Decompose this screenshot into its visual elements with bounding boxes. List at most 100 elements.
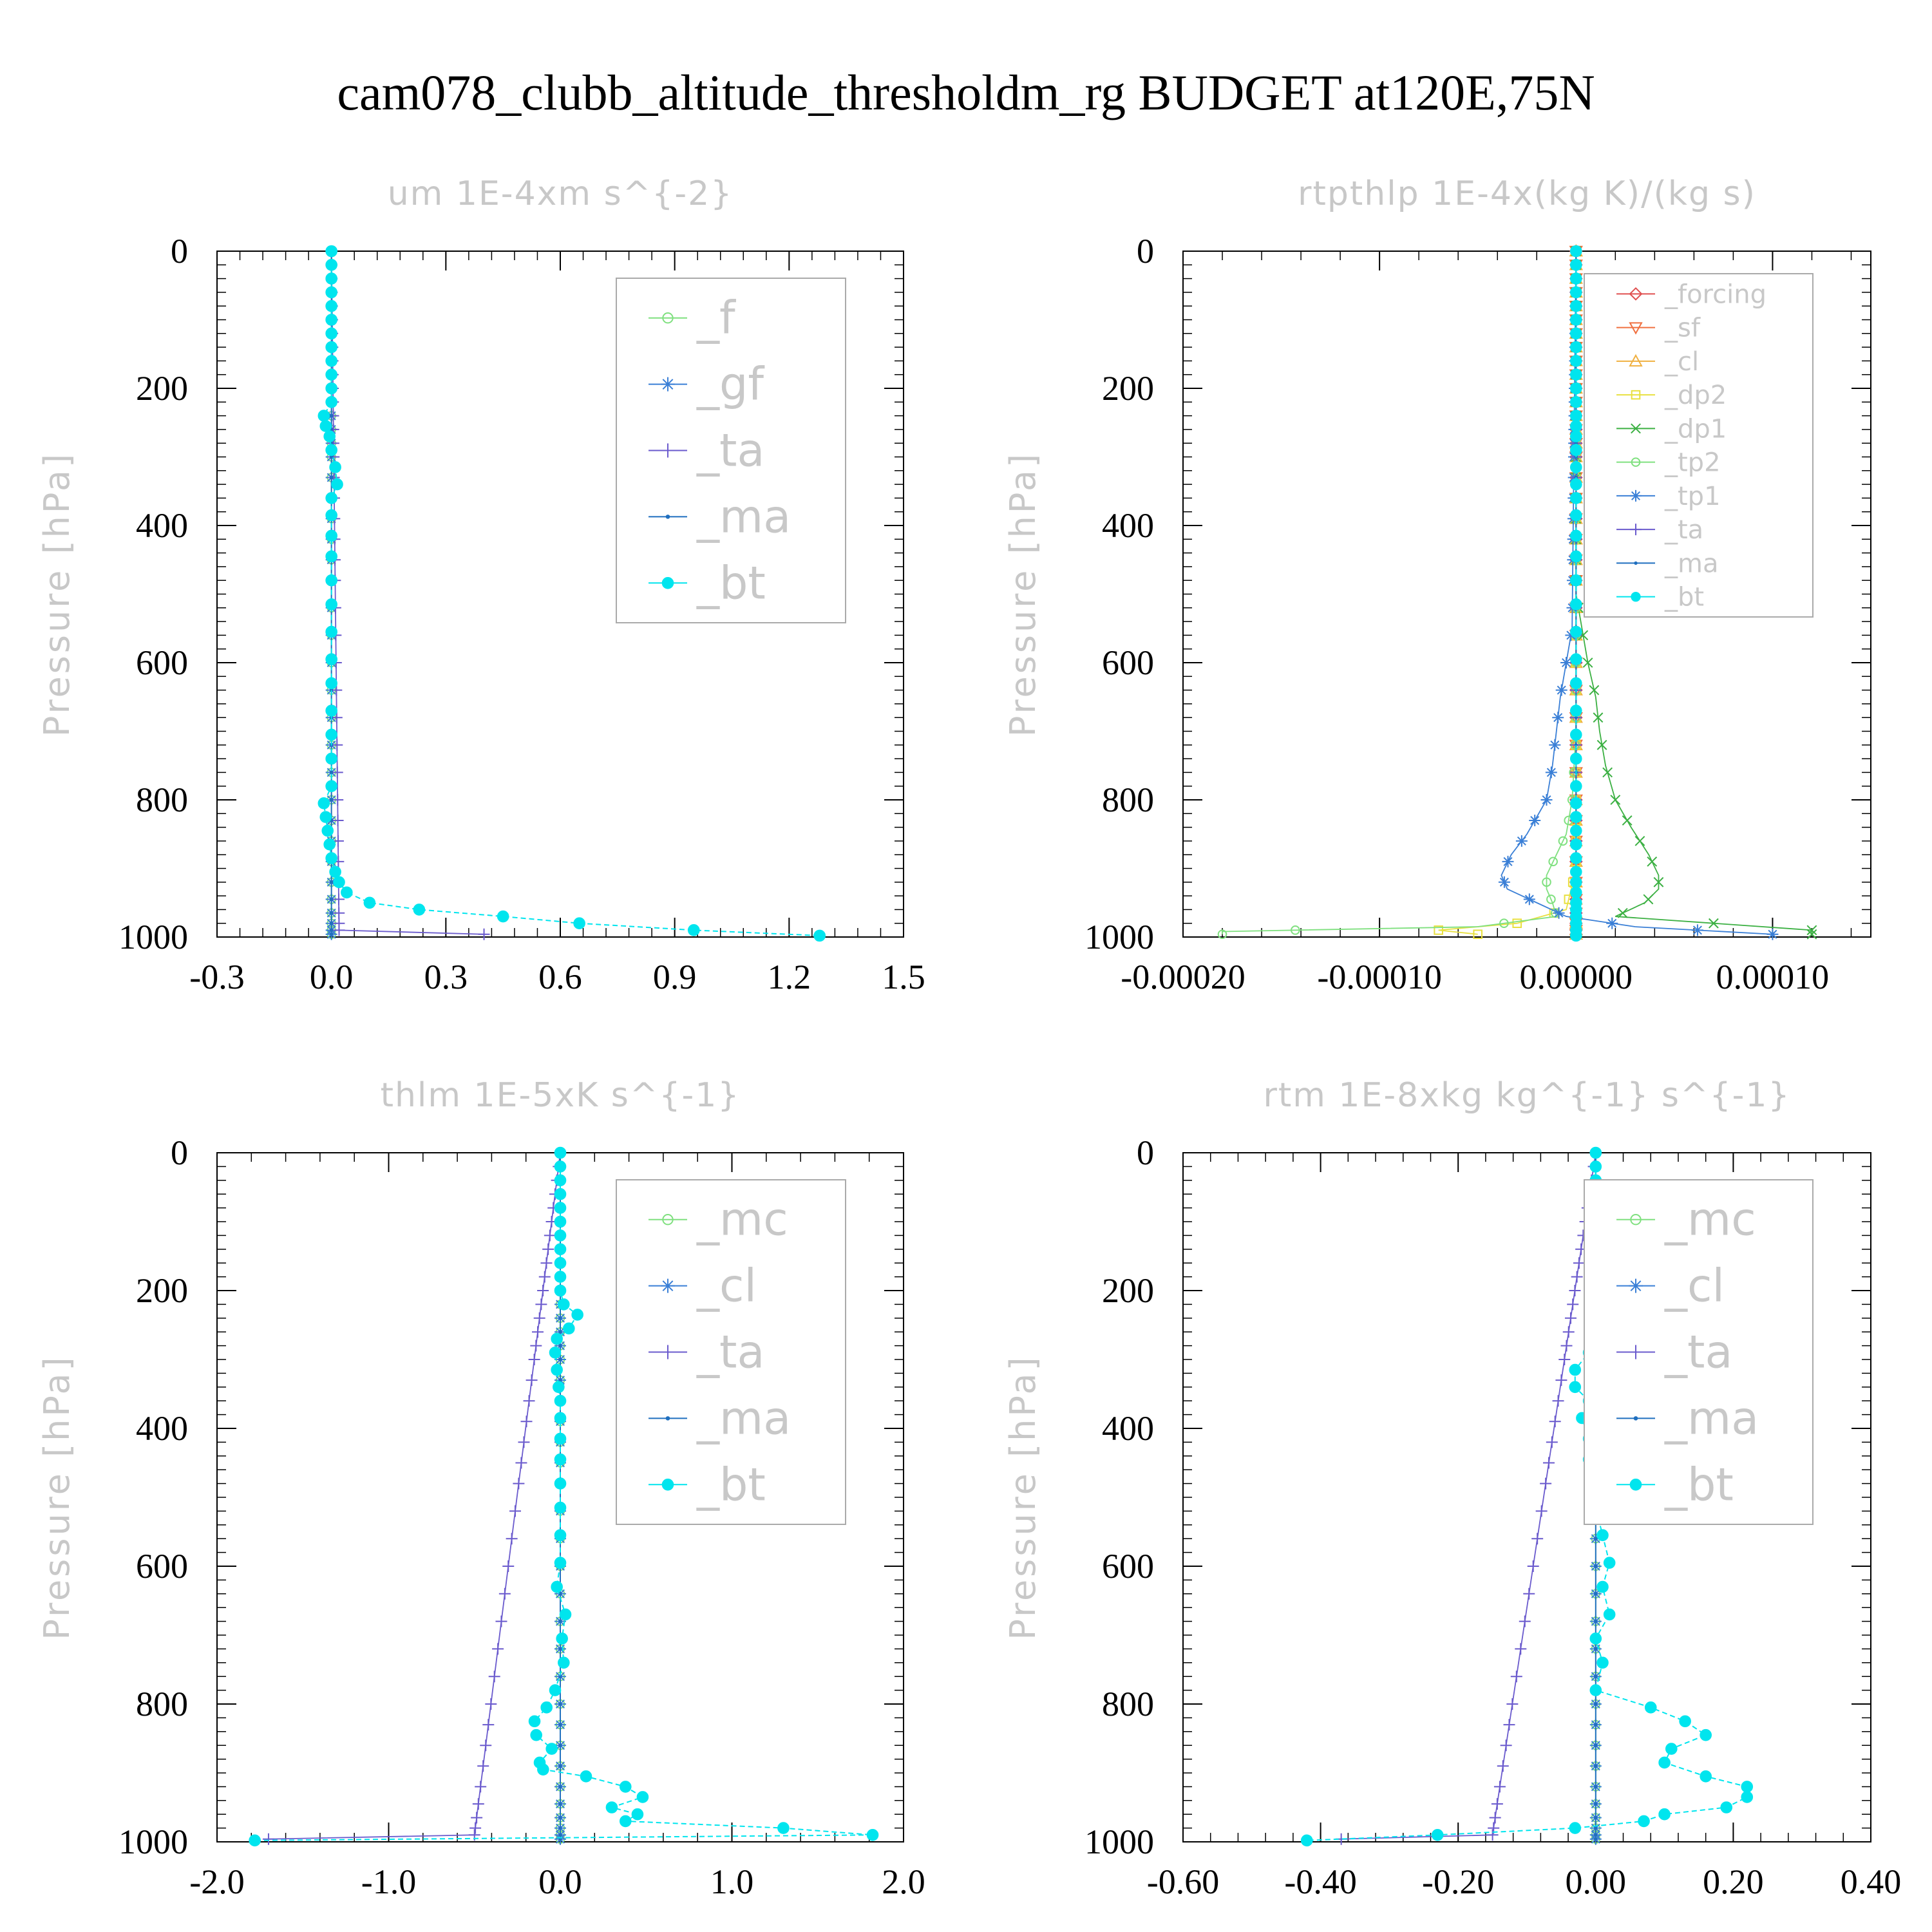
data-point (1569, 653, 1582, 665)
legend-marker (1629, 354, 1643, 367)
y-tick-label: 1000 (118, 1823, 188, 1861)
legend-marker (1629, 287, 1643, 301)
data-point (554, 1160, 567, 1173)
legend-marker (662, 1214, 674, 1226)
data-point (1622, 815, 1633, 826)
data-point (413, 904, 426, 916)
data-point (498, 1587, 511, 1600)
data-point (558, 1656, 570, 1669)
data-point (1535, 1505, 1548, 1517)
data-point (1569, 396, 1582, 408)
legend-marker (1633, 1416, 1638, 1421)
legend: _mc _cl _ta _ma _bt (616, 1179, 846, 1525)
data-point (325, 852, 337, 864)
data-point (1552, 1395, 1564, 1407)
y-tick-label: 0 (171, 232, 188, 270)
legend-marker (665, 515, 670, 519)
data-point (1594, 1592, 1598, 1596)
data-point (1647, 856, 1658, 867)
legend-label: _f (696, 292, 736, 345)
legend-marker (1629, 1278, 1643, 1293)
data-point (1569, 327, 1582, 340)
data-point (478, 928, 490, 940)
data-point (1558, 836, 1568, 846)
data-point (1564, 1312, 1577, 1324)
data-point (1569, 420, 1582, 432)
data-point (1569, 430, 1582, 442)
y-tick-label: 0 (1137, 1133, 1154, 1172)
y-tick-label: 400 (136, 1409, 188, 1448)
data-point (497, 910, 509, 923)
y-tick-label: 600 (136, 1547, 188, 1586)
data-point (325, 598, 337, 611)
data-point (542, 1243, 554, 1255)
legend-label: _ta (696, 424, 764, 477)
data-point (319, 420, 332, 432)
data-point (558, 1723, 562, 1727)
data-point (332, 893, 345, 905)
data-point (528, 1354, 540, 1365)
data-point (1569, 550, 1582, 563)
y-tick-label: 200 (1102, 1271, 1154, 1310)
series-line (1501, 251, 1773, 935)
y-tick-label: 0 (1137, 232, 1154, 270)
data-point (1644, 1701, 1657, 1714)
data-point (1589, 1633, 1602, 1645)
legend-label: _mc (696, 1193, 788, 1246)
data-point (1594, 1723, 1598, 1727)
y-tick-label: 600 (1102, 1547, 1154, 1586)
data-point (325, 444, 337, 457)
data-point (554, 1453, 567, 1466)
data-point (1569, 852, 1582, 864)
data-point (535, 1298, 547, 1311)
panel-title: rtm 1E-8xkg kg^{-1} s^{-1} (1263, 1076, 1790, 1115)
data-point (1569, 272, 1582, 285)
data-point (1596, 1580, 1609, 1593)
data-point (325, 492, 337, 504)
data-point (1594, 1564, 1598, 1568)
data-point (1679, 1715, 1691, 1728)
data-point (558, 1378, 562, 1382)
data-point (333, 924, 345, 936)
series-bt (1569, 245, 1582, 942)
panel-2: rtpthlp 1E-4x(kg K)/(kg s) Pressure [hPa]… (1003, 175, 1871, 996)
series-line (268, 1152, 561, 1840)
legend-label: _dp2 (1664, 381, 1727, 410)
y-tick-label: 200 (136, 1271, 188, 1310)
legend-label: _forcing (1664, 279, 1766, 309)
data-point (1594, 1702, 1598, 1706)
data-point (502, 1560, 515, 1572)
data-point (1594, 1537, 1598, 1540)
data-point (558, 1826, 562, 1830)
data-point (1549, 1416, 1561, 1428)
data-point (1569, 780, 1582, 792)
data-point (558, 1833, 562, 1837)
data-point (538, 1271, 551, 1283)
data-point (554, 1271, 567, 1283)
data-point (319, 811, 332, 823)
data-point (1569, 797, 1582, 810)
legend-label: _ma (696, 490, 791, 543)
data-point (1665, 1743, 1678, 1755)
data-point (1569, 574, 1582, 587)
data-point (1497, 1760, 1509, 1772)
data-point (1569, 478, 1582, 491)
legend-marker (1630, 524, 1642, 536)
data-point (1300, 1834, 1313, 1847)
panel-title: um 1E-4xm s^{-2} (388, 175, 734, 213)
figure-title: cam078_clubb_altitude_thresholdm_rg BUDG… (337, 64, 1595, 120)
data-point (530, 1340, 542, 1352)
data-point (571, 1309, 583, 1321)
data-point (1573, 1257, 1585, 1269)
data-point (1603, 1557, 1616, 1569)
data-point (530, 1728, 542, 1741)
data-point (1594, 1802, 1598, 1806)
data-point (331, 478, 343, 491)
legend-label: _bt (696, 1458, 766, 1511)
data-point (1643, 894, 1654, 905)
data-point (554, 1412, 567, 1425)
panel-4: rtm 1E-8xkg kg^{-1} s^{-1} Pressure [hPa]… (1003, 1076, 1901, 1901)
data-point (537, 1763, 549, 1776)
data-point (1589, 1684, 1602, 1696)
legend-label: _bt (1664, 583, 1704, 612)
